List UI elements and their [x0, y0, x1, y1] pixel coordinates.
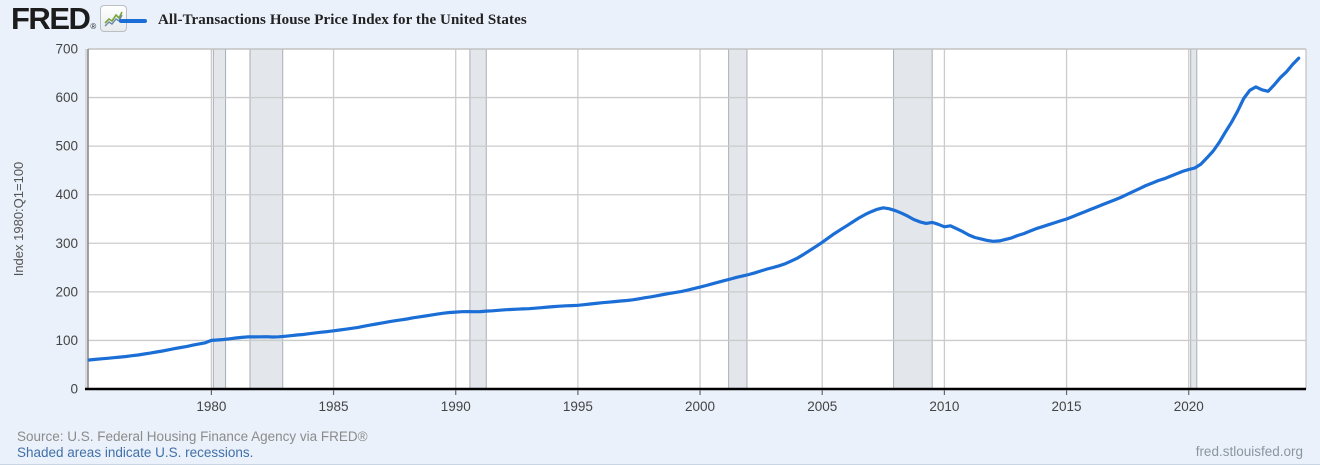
- x-tick-label: 2005: [807, 399, 837, 414]
- recession-band: [469, 48, 487, 390]
- source-attribution: Source: U.S. Federal Housing Finance Age…: [17, 429, 368, 444]
- series-title: All-Transactions House Price Index for t…: [158, 12, 527, 28]
- chart-header: FRED ® All-Transactions House Price Inde…: [0, 0, 1320, 40]
- y-tick-label: 400: [55, 187, 78, 202]
- x-tick-label: 2010: [929, 399, 959, 414]
- y-tick-label: 500: [55, 139, 78, 154]
- x-tick-label: 2000: [685, 399, 715, 414]
- recession-band: [1190, 48, 1198, 390]
- x-tick-label: 1995: [563, 399, 593, 414]
- chart-footer: Source: U.S. Federal Housing Finance Age…: [17, 429, 368, 460]
- fred-site-link[interactable]: fred.stlouisfed.org: [1195, 444, 1303, 459]
- plot-area[interactable]: [88, 49, 1306, 389]
- x-tick-label: 2015: [1052, 399, 1082, 414]
- y-tick-label: 200: [55, 284, 78, 299]
- recessions-note-link[interactable]: Shaded areas indicate U.S. recessions.: [17, 444, 254, 460]
- series-line-swatch: [119, 18, 147, 23]
- x-tick-label: 1985: [319, 399, 349, 414]
- price-index-chart[interactable]: 1980 1985 1990 1995 2000 2005 2010 2015 2020 0 100…: [0, 0, 1320, 424]
- recession-band: [728, 48, 748, 390]
- fred-logo[interactable]: FRED ®: [11, 1, 128, 36]
- fred-logo-text: FRED: [11, 1, 91, 36]
- y-tick-label: 300: [55, 236, 78, 251]
- y-tick-label: 100: [55, 333, 78, 348]
- y-tick-label: 700: [55, 42, 78, 57]
- y-tick-label: 0: [70, 382, 78, 397]
- series-line: [87, 56, 1301, 362]
- x-tick-label: 1990: [441, 399, 471, 414]
- chart-legend: All-Transactions House Price Index for t…: [119, 12, 527, 29]
- y-tick-label: 600: [55, 90, 78, 105]
- x-tick-label: 2020: [1174, 399, 1204, 414]
- x-tick-label: 1980: [196, 399, 226, 414]
- registered-trademark-mark: ®: [90, 22, 97, 31]
- y-axis-title: Index 1980:Q1=100: [11, 162, 26, 277]
